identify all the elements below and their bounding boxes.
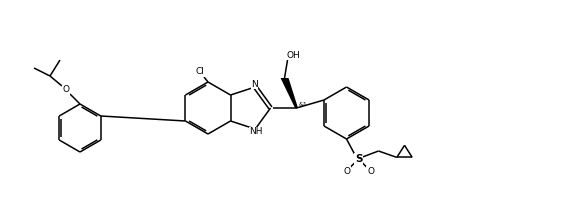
Text: O: O: [63, 85, 69, 95]
Text: S: S: [355, 154, 362, 164]
Text: O: O: [367, 167, 374, 176]
Text: Cl: Cl: [196, 68, 204, 76]
Polygon shape: [281, 78, 298, 108]
Text: NH: NH: [249, 127, 263, 135]
Text: N: N: [251, 81, 258, 89]
Text: OH: OH: [287, 50, 300, 59]
Text: &1: &1: [299, 102, 307, 106]
Text: O: O: [343, 167, 350, 176]
